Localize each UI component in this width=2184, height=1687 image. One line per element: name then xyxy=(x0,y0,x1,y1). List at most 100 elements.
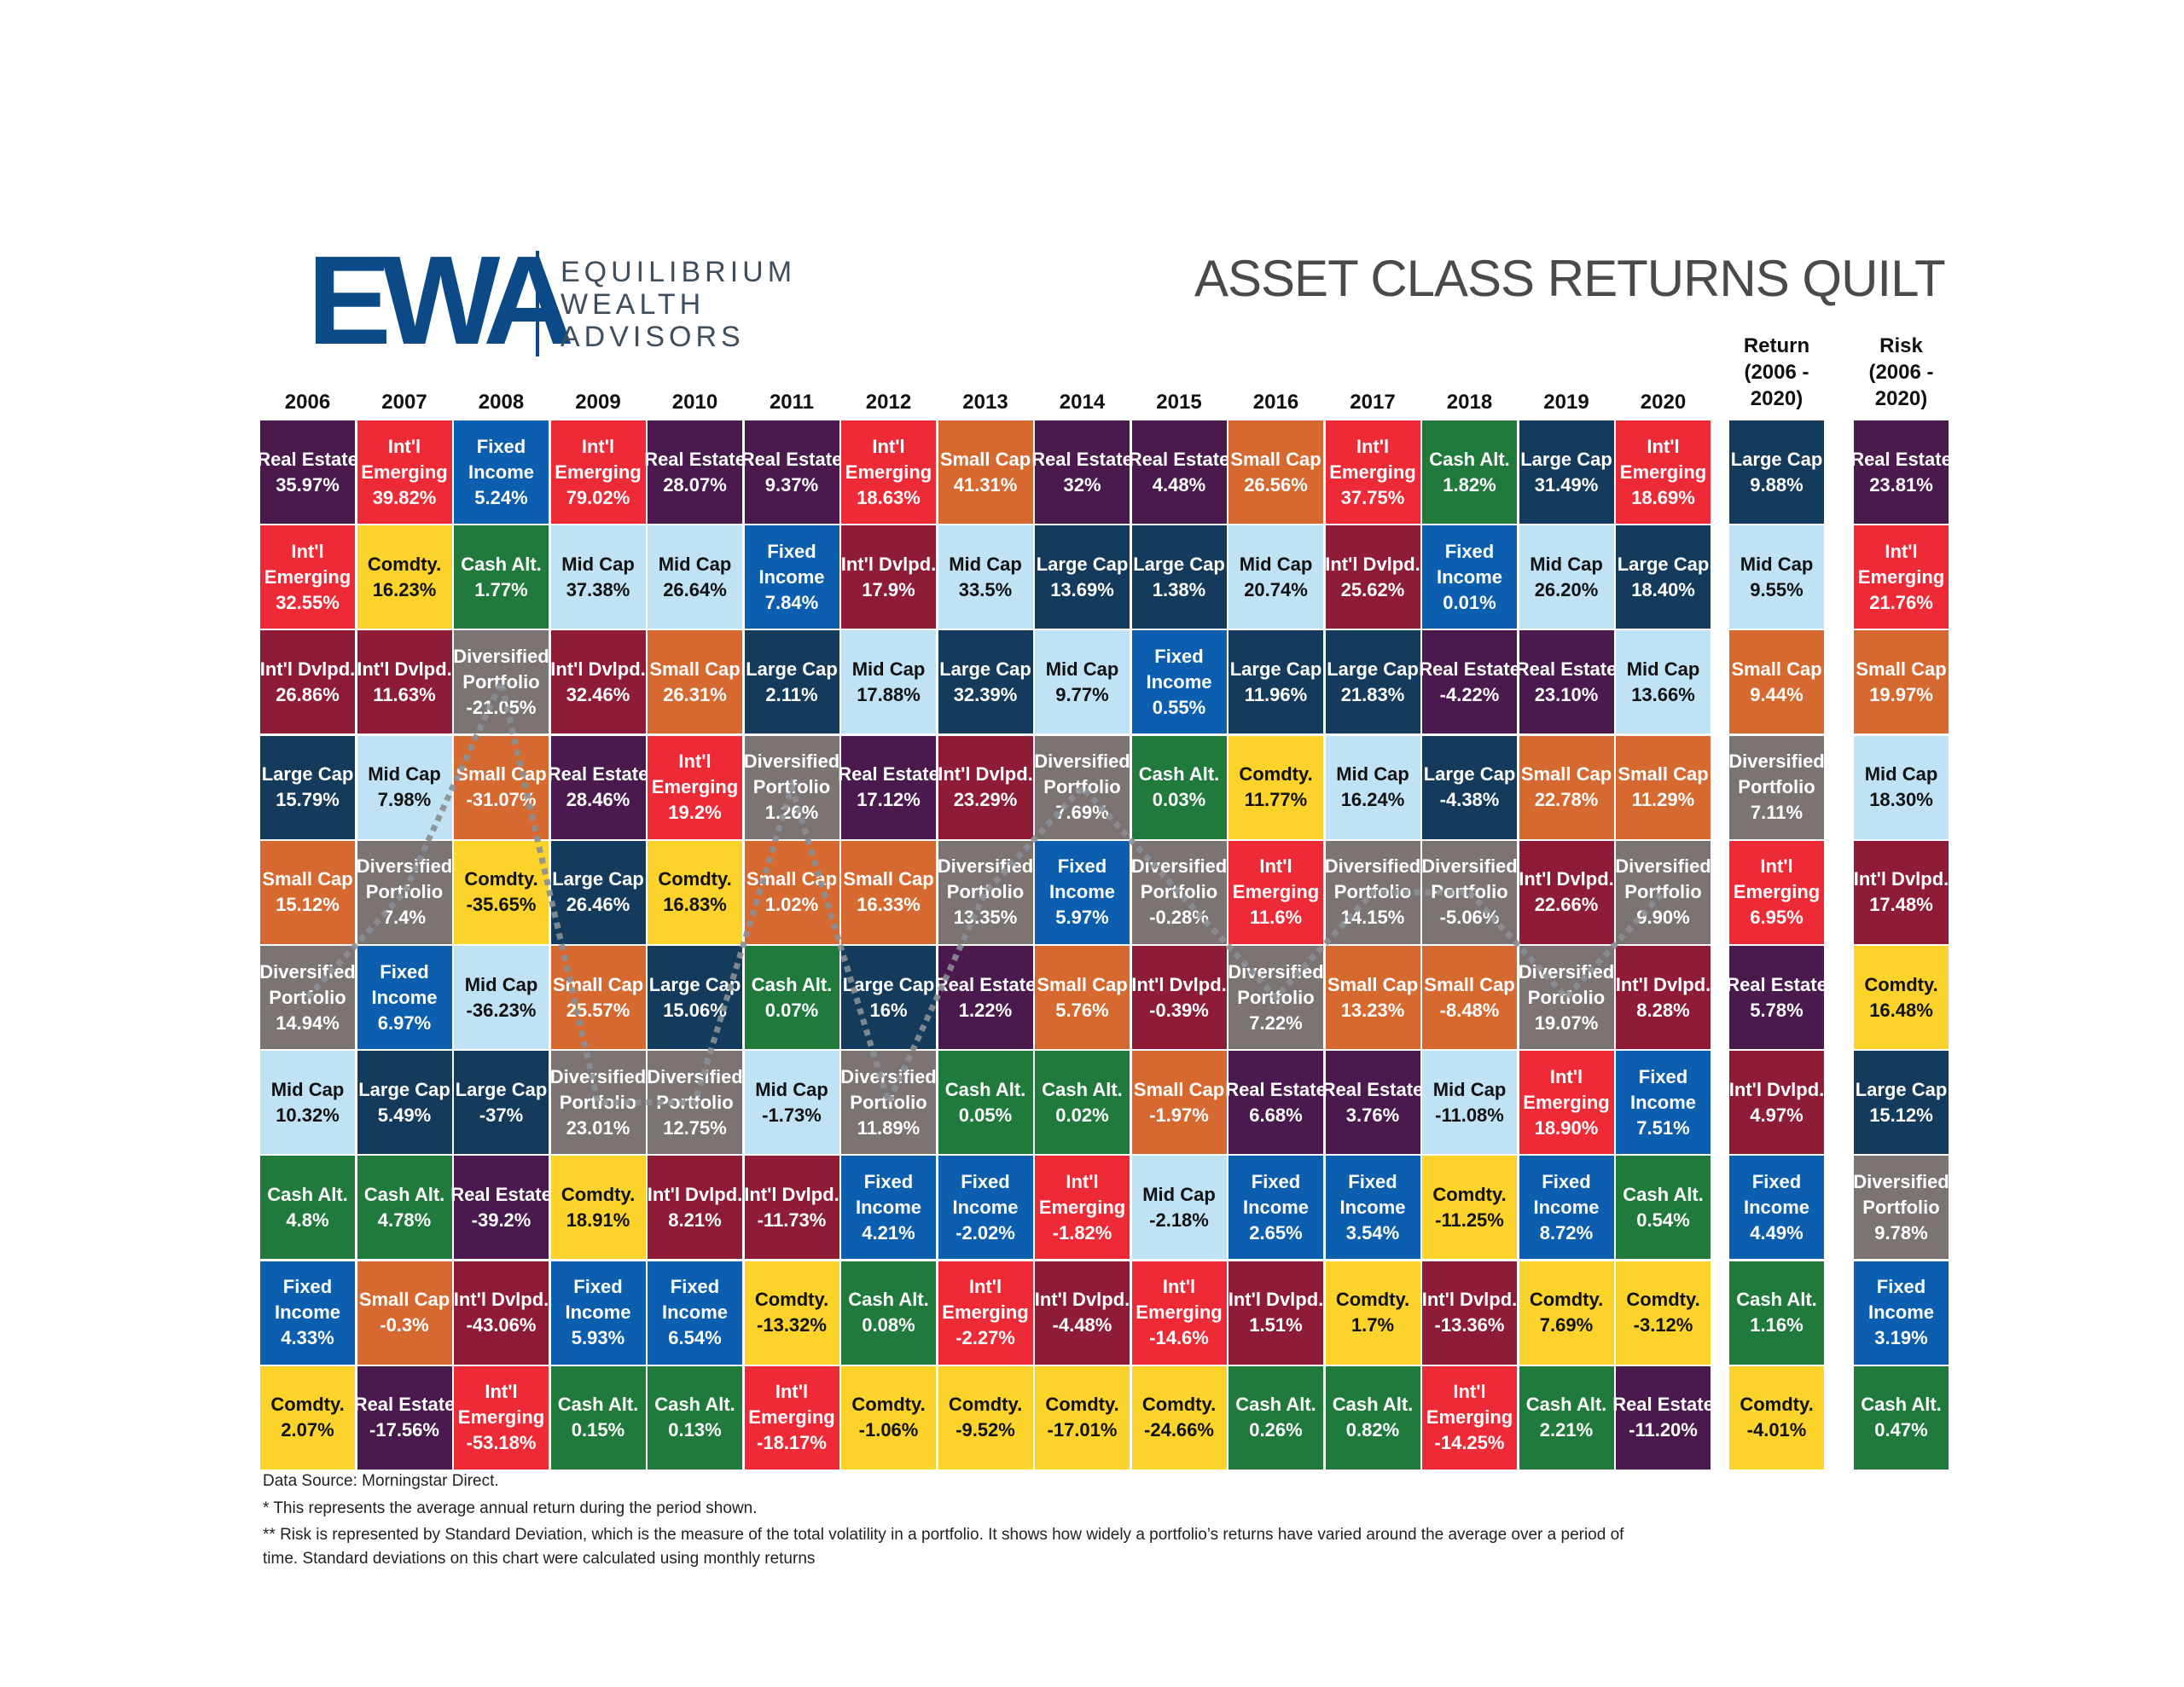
cell-label-line-1: Fixed xyxy=(767,540,816,562)
cell-label-line-1: Fixed xyxy=(380,960,429,983)
cell-label-line-2: Portfolio xyxy=(1862,1196,1940,1218)
cell-label: Cash Alt. xyxy=(267,1183,348,1205)
cell-value: 11.63% xyxy=(373,683,436,705)
cell-label: Small Cap xyxy=(552,973,644,995)
cell-value: 28.46% xyxy=(566,789,630,811)
cell-fixed-income: Fixed Income 0.55% xyxy=(1131,630,1227,734)
cell-value: -21.05% xyxy=(466,696,537,718)
cell-label: Cash Alt. xyxy=(944,1078,1026,1100)
cell-value: 16.23% xyxy=(372,578,437,600)
cell-value: -13.36% xyxy=(1434,1314,1505,1336)
cell-int-l-emerging: Int'l Emerging -18.17% xyxy=(744,1365,839,1470)
cell-small-cap: Small Cap 5.76% xyxy=(1035,946,1130,1049)
cell-int-l-dvlpd: Int'l Dvlpd. 1.51% xyxy=(1228,1261,1323,1365)
cell-label-line-1: Fixed xyxy=(1638,1065,1688,1087)
cell-value: 25.57% xyxy=(566,999,630,1021)
cell-fixed-income: Fixed Income 4.21% xyxy=(841,1156,936,1260)
cell-comdty: Comdty. -11.25% xyxy=(1422,1156,1517,1260)
cell-label-line-1: Diversified xyxy=(1130,855,1228,878)
cell-large-cap: Large Cap 26.46% xyxy=(550,840,646,944)
cell-label-line-1: Fixed xyxy=(1348,1170,1397,1192)
cell-label: Small Cap xyxy=(1731,658,1822,680)
cell-cash-alt: Cash Alt. 0.13% xyxy=(648,1365,742,1470)
cell-label: Comdty. xyxy=(851,1394,926,1416)
cell-label: Small Cap xyxy=(1230,448,1321,470)
cell-label-line-1: Fixed xyxy=(1444,540,1495,562)
cell-value: 17.12% xyxy=(857,789,921,811)
cell-value: 26.31% xyxy=(663,683,727,705)
cell-label-line-2: Emerging xyxy=(1426,1406,1513,1429)
cell-label: Comdty. xyxy=(1740,1394,1814,1416)
cell-small-cap: Small Cap 1.02% xyxy=(744,840,839,944)
cell-value: 37.38% xyxy=(566,578,630,600)
cell-fixed-income: Fixed Income 7.84% xyxy=(744,525,839,629)
cell-int-l-dvlpd: Int'l Dvlpd. 17.9% xyxy=(841,525,936,629)
cell-label-line-2: Income xyxy=(1743,1196,1810,1218)
cell-value: 17.88% xyxy=(857,683,921,705)
cell-label-line-1: Diversified xyxy=(743,751,840,773)
cell-real-estate: Real Estate 3.76% xyxy=(1322,1051,1423,1155)
cell-label: Large Cap xyxy=(455,1078,548,1100)
cell-int-l-dvlpd: Int'l Dvlpd. -43.06% xyxy=(454,1261,549,1365)
cell-label: Cash Alt. xyxy=(1525,1394,1607,1416)
cell-fixed-income: Fixed Income 3.19% xyxy=(1854,1261,1949,1365)
cell-value: 4.97% xyxy=(1750,1104,1804,1126)
cell-label-line-1: Fixed xyxy=(670,1276,720,1298)
cell-label: Comdty. xyxy=(1335,1289,1410,1311)
cell-value: 19.07% xyxy=(1534,1012,1599,1034)
cell-label: Comdty. xyxy=(754,1289,829,1311)
cell-label-line-2: Income xyxy=(565,1301,631,1324)
cell-label: Small Cap xyxy=(843,868,934,890)
cell-real-estate: Real Estate 5.78% xyxy=(1726,946,1827,1049)
cell-value: 18.90% xyxy=(1534,1116,1599,1139)
cell-label: Mid Cap xyxy=(1336,763,1409,786)
cell-label-line-2: Income xyxy=(1867,1301,1935,1324)
cell-diversified-portfolio: Diversified Portfolio 14.15% xyxy=(1325,840,1420,944)
cell-label: Real Estate xyxy=(1515,658,1618,680)
cell-value: 5.49% xyxy=(377,1104,432,1126)
cell-comdty: Comdty. -9.52% xyxy=(938,1365,1033,1470)
cell-label: Cash Alt. xyxy=(557,1394,639,1416)
cell-value: 16.33% xyxy=(857,894,921,916)
cell-label: Int'l Dvlpd. xyxy=(1421,1289,1518,1311)
cell-label-line-1: Int'l xyxy=(485,1381,518,1403)
cell-int-l-emerging: Int'l Emerging 39.82% xyxy=(357,420,452,524)
cell-diversified-portfolio: Diversified Portfolio 7.11% xyxy=(1728,735,1825,839)
cell-value: 5.97% xyxy=(1055,907,1109,929)
cell-label: Comdty. xyxy=(1529,1289,1604,1311)
cell-label: Int'l Dvlpd. xyxy=(453,1289,549,1311)
cell-label-line-1: Diversified xyxy=(549,1065,647,1087)
cell-label-line-2: Emerging xyxy=(1733,881,1821,903)
cell-label-line-2: Emerging xyxy=(1038,1196,1126,1218)
year-header-2018: 2018 xyxy=(1446,391,1493,414)
cell-small-cap: Small Cap 22.78% xyxy=(1519,735,1614,839)
cell-value: 15.12% xyxy=(276,894,340,916)
cell-label-line-2: Income xyxy=(1629,1091,1697,1113)
cell-mid-cap: Mid Cap 33.5% xyxy=(938,525,1033,629)
cell-value: -11.73% xyxy=(757,1209,827,1231)
cell-value: 0.15% xyxy=(571,1419,625,1441)
cell-value: -1.06% xyxy=(858,1419,919,1441)
year-header-2012: 2012 xyxy=(865,391,912,414)
cell-diversified-portfolio: Diversified Portfolio -5.06% xyxy=(1421,840,1518,944)
cell-int-l-dvlpd: Int'l Dvlpd. -4.48% xyxy=(1035,1261,1130,1365)
cell-real-estate: Real Estate 32% xyxy=(1031,420,1133,524)
cell-label-line-2: Emerging xyxy=(651,776,739,798)
cell-value: -0.28% xyxy=(1149,907,1209,929)
cell-label-line-1: Fixed xyxy=(1154,645,1204,667)
cell-int-l-dvlpd: Int'l Dvlpd. 17.48% xyxy=(1854,840,1949,944)
cell-label-line-1: Int'l xyxy=(775,1381,809,1403)
cell-label: Cash Alt. xyxy=(461,553,542,575)
cell-label: Mid Cap xyxy=(561,553,635,575)
cell-label-line-1: Fixed xyxy=(1876,1276,1926,1298)
cell-value: 13.69% xyxy=(1050,578,1114,600)
cell-label-line-1: Diversified xyxy=(1034,751,1130,773)
cell-label: Cash Alt. xyxy=(1623,1183,1704,1205)
cell-value: 4.78% xyxy=(377,1209,432,1231)
cell-value: 1.77% xyxy=(474,578,528,600)
cell-label: Mid Cap xyxy=(1864,763,1938,786)
cell-real-estate: Real Estate 4.48% xyxy=(1129,420,1229,524)
cell-label: Large Cap xyxy=(648,973,741,995)
cell-int-l-dvlpd: Int'l Dvlpd. -13.36% xyxy=(1422,1261,1517,1365)
cell-value: 2.11% xyxy=(765,683,818,705)
